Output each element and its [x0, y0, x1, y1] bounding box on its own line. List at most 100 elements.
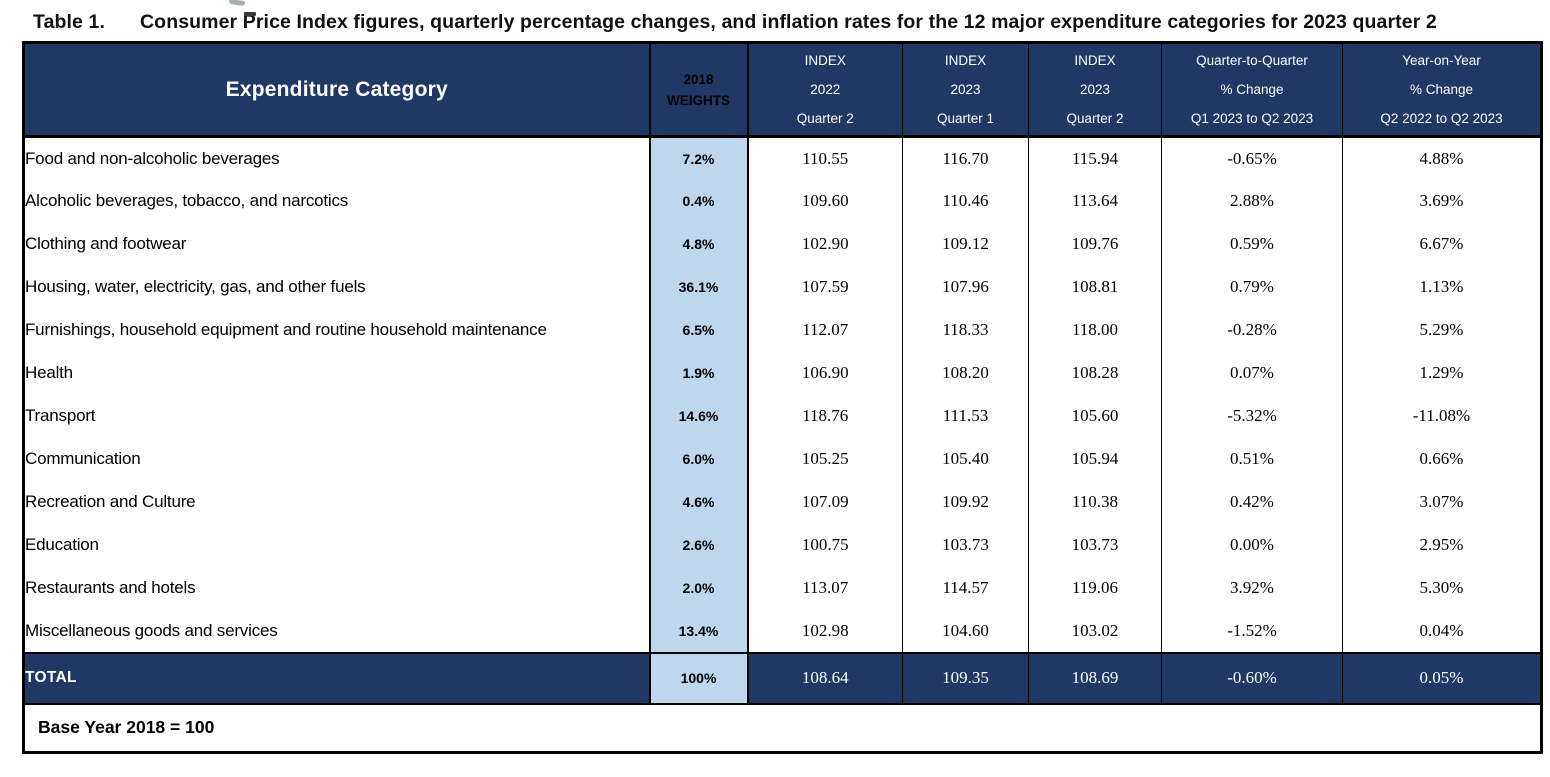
total-label-cell: TOTAL	[23, 651, 650, 705]
base-year-note: Base Year 2018 = 100	[23, 703, 1542, 753]
category-cell: Restaurants and hotels	[25, 578, 196, 597]
category-cell: Housing, water, electricity, gas, and ot…	[25, 277, 366, 296]
header-expenditure-category: Expenditure Category	[23, 42, 650, 138]
header-index-2023-q1: INDEX 2023 Quarter 1	[902, 42, 1029, 138]
qtq-change-cell: 2.88%	[1161, 179, 1343, 223]
header-line: Year-on-Year	[1402, 53, 1481, 68]
weight-cell: 2.6%	[648, 523, 749, 567]
table-row: Clothing and footwear 4.8% 102.90 109.12…	[24, 222, 1542, 266]
weight-cell: 1.9%	[648, 351, 749, 395]
index-2023-q1-cell: 104.60	[902, 609, 1029, 653]
table-row: Furnishings, household equipment and rou…	[24, 308, 1542, 352]
category-cell: Clothing and footwear	[25, 234, 187, 253]
table-row: Food and non-alcoholic beverages 7.2% 11…	[24, 136, 1542, 180]
total-yoy-change-cell: 0.05%	[1342, 651, 1542, 705]
index-2023-q1-cell: 108.20	[902, 351, 1029, 395]
category-cell: Miscellaneous goods and services	[25, 620, 278, 640]
qtq-change-cell: 0.51%	[1161, 437, 1343, 481]
category-cell: Communication	[25, 449, 141, 468]
weight-cell: 13.4%	[648, 609, 749, 653]
yoy-change-cell: 5.29%	[1342, 308, 1542, 352]
header-line: Quarter 2	[1066, 111, 1124, 126]
index-2022-q2-cell: 109.60	[747, 179, 903, 223]
header-weights-line1: 2018	[683, 71, 714, 87]
table-row: Miscellaneous goods and services 13.4% 1…	[24, 609, 1542, 653]
cpi-table: Expenditure Category 2018 WEIGHTS INDEX …	[22, 41, 1543, 754]
index-2022-q2-cell: 102.98	[747, 609, 903, 653]
table-title-text: Consumer Price Index figures, quarterly …	[140, 11, 1437, 33]
category-cell: Alcoholic beverages, tobacco, and narcot…	[25, 191, 349, 210]
weight-cell: 7.2%	[648, 136, 749, 180]
table-body: Food and non-alcoholic beverages 7.2% 11…	[24, 136, 1542, 653]
index-2023-q1-cell: 118.33	[902, 308, 1029, 352]
index-2022-q2-cell: 118.76	[747, 394, 903, 438]
weight-cell: 0.4%	[648, 179, 749, 223]
index-2023-q1-cell: 109.12	[902, 222, 1029, 266]
header-line: Q1 2023 to Q2 2023	[1190, 111, 1314, 126]
table-row: Transport 14.6% 118.76 111.53 105.60 -5.…	[24, 394, 1542, 438]
weight-cell: 6.5%	[648, 308, 749, 352]
header-qtq-change: Quarter-to-Quarter % Change Q1 2023 to Q…	[1161, 42, 1343, 138]
yoy-change-cell: 4.88%	[1342, 136, 1542, 180]
index-2022-q2-cell: 113.07	[747, 566, 903, 610]
header-line: Q2 2022 to Q2 2023	[1380, 111, 1503, 126]
index-2022-q2-cell: 102.90	[747, 222, 903, 266]
weight-cell: 2.0%	[648, 566, 749, 610]
yoy-change-cell: -11.08%	[1342, 394, 1542, 438]
index-2023-q2-cell: 108.81	[1028, 265, 1162, 309]
header-line: % Change	[1409, 82, 1474, 97]
yoy-change-cell: 3.07%	[1342, 480, 1542, 524]
index-2023-q2-cell: 115.94	[1028, 136, 1162, 180]
qtq-change-cell: 0.42%	[1161, 480, 1343, 524]
table-title: Table 1. Consumer Price Index figures, q…	[0, 0, 1550, 34]
yoy-change-cell: 1.13%	[1342, 265, 1542, 309]
table-header-row: Expenditure Category 2018 WEIGHTS INDEX …	[23, 42, 1542, 138]
index-2023-q2-cell: 119.06	[1028, 566, 1162, 610]
index-2022-q2-cell: 100.75	[747, 523, 903, 567]
footnote-row: Base Year 2018 = 100	[23, 703, 1542, 753]
table-row: Alcoholic beverages, tobacco, and narcot…	[24, 179, 1542, 223]
yoy-change-cell: 3.69%	[1342, 179, 1542, 223]
index-2023-q1-cell: 111.53	[902, 394, 1029, 438]
header-line: Quarter 2	[796, 111, 854, 126]
qtq-change-cell: -5.32%	[1161, 394, 1343, 438]
index-2022-q2-cell: 107.59	[747, 265, 903, 309]
header-line: INDEX	[1074, 53, 1116, 68]
category-cell: Food and non-alcoholic beverages	[25, 148, 280, 168]
header-line: INDEX	[944, 53, 987, 68]
index-2023-q1-cell: 105.40	[902, 437, 1029, 481]
total-qtq-change-cell: -0.60%	[1161, 651, 1343, 705]
index-2023-q1-cell: 110.46	[902, 179, 1029, 223]
header-weights-line2: WEIGHTS	[667, 92, 730, 108]
category-cell: Health	[25, 363, 73, 382]
qtq-change-cell: -0.28%	[1161, 308, 1343, 352]
header-line: Quarter-to-Quarter	[1196, 53, 1308, 68]
index-2023-q2-cell: 113.64	[1028, 179, 1162, 223]
weight-cell: 4.8%	[648, 222, 749, 266]
table-row: Restaurants and hotels 2.0% 113.07 114.5…	[24, 566, 1542, 610]
index-2023-q2-cell: 108.28	[1028, 351, 1162, 395]
index-2022-q2-cell: 106.90	[747, 351, 903, 395]
index-2023-q1-cell: 116.70	[902, 136, 1029, 180]
weight-cell: 36.1%	[648, 265, 749, 309]
yoy-change-cell: 6.67%	[1342, 222, 1542, 266]
table-row: Communication 6.0% 105.25 105.40 105.94 …	[24, 437, 1542, 481]
total-index-2023-q2-cell: 108.69	[1028, 651, 1162, 705]
table-row: Health 1.9% 106.90 108.20 108.28 0.07% 1…	[24, 351, 1542, 395]
weight-cell: 14.6%	[648, 394, 749, 438]
index-2023-q2-cell: 109.76	[1028, 222, 1162, 266]
header-line: 2022	[810, 82, 841, 97]
header-index-2022-q2: INDEX 2022 Quarter 2	[747, 42, 903, 138]
category-cell: Furnishings, household equipment and rou…	[25, 320, 547, 339]
index-2023-q1-cell: 114.57	[902, 566, 1029, 610]
header-line: 2023	[1079, 82, 1111, 97]
yoy-change-cell: 0.04%	[1342, 609, 1542, 653]
index-2022-q2-cell: 112.07	[747, 308, 903, 352]
index-2023-q2-cell: 103.73	[1028, 523, 1162, 567]
qtq-change-cell: -0.65%	[1161, 136, 1343, 180]
weight-cell: 4.6%	[648, 480, 749, 524]
index-2022-q2-cell: 105.25	[747, 437, 903, 481]
header-line: 2023	[950, 82, 981, 97]
header-index-2023-q2: INDEX 2023 Quarter 2	[1028, 42, 1162, 138]
